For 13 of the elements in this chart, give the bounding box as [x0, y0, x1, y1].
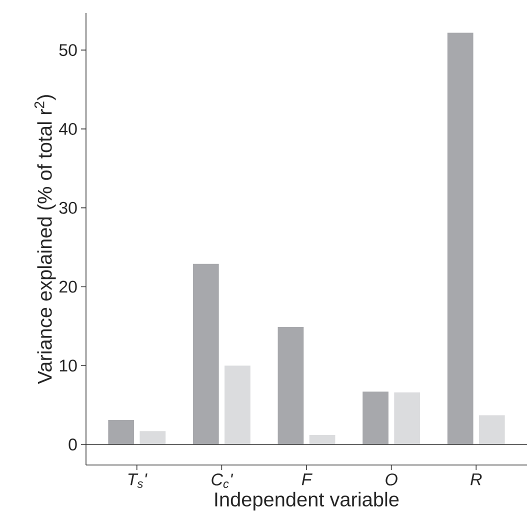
x-tick-label: R	[470, 474, 482, 486]
y-tick-label: 40	[59, 122, 77, 135]
y-axis-title: Variance explained (% of total r$^{2}$)	[34, 95, 56, 384]
y-tick-label: 10	[60, 360, 77, 372]
y-tick-label: 50	[59, 44, 77, 56]
x-axis-title: Independent variable	[215, 492, 399, 510]
y-tick-label: 0	[68, 438, 77, 450]
y-tick-label: 30	[59, 202, 77, 214]
x-tick-label: F	[302, 474, 312, 486]
y-tick-label: 20	[60, 280, 77, 293]
x-tick-label: T$_{s}$'	[128, 474, 148, 488]
x-tick-label: C$_{c}$'	[212, 474, 234, 488]
x-tick-label: O	[386, 474, 398, 486]
